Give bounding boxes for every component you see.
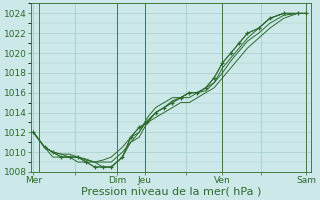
X-axis label: Pression niveau de la mer( hPa ): Pression niveau de la mer( hPa ): [81, 187, 261, 197]
